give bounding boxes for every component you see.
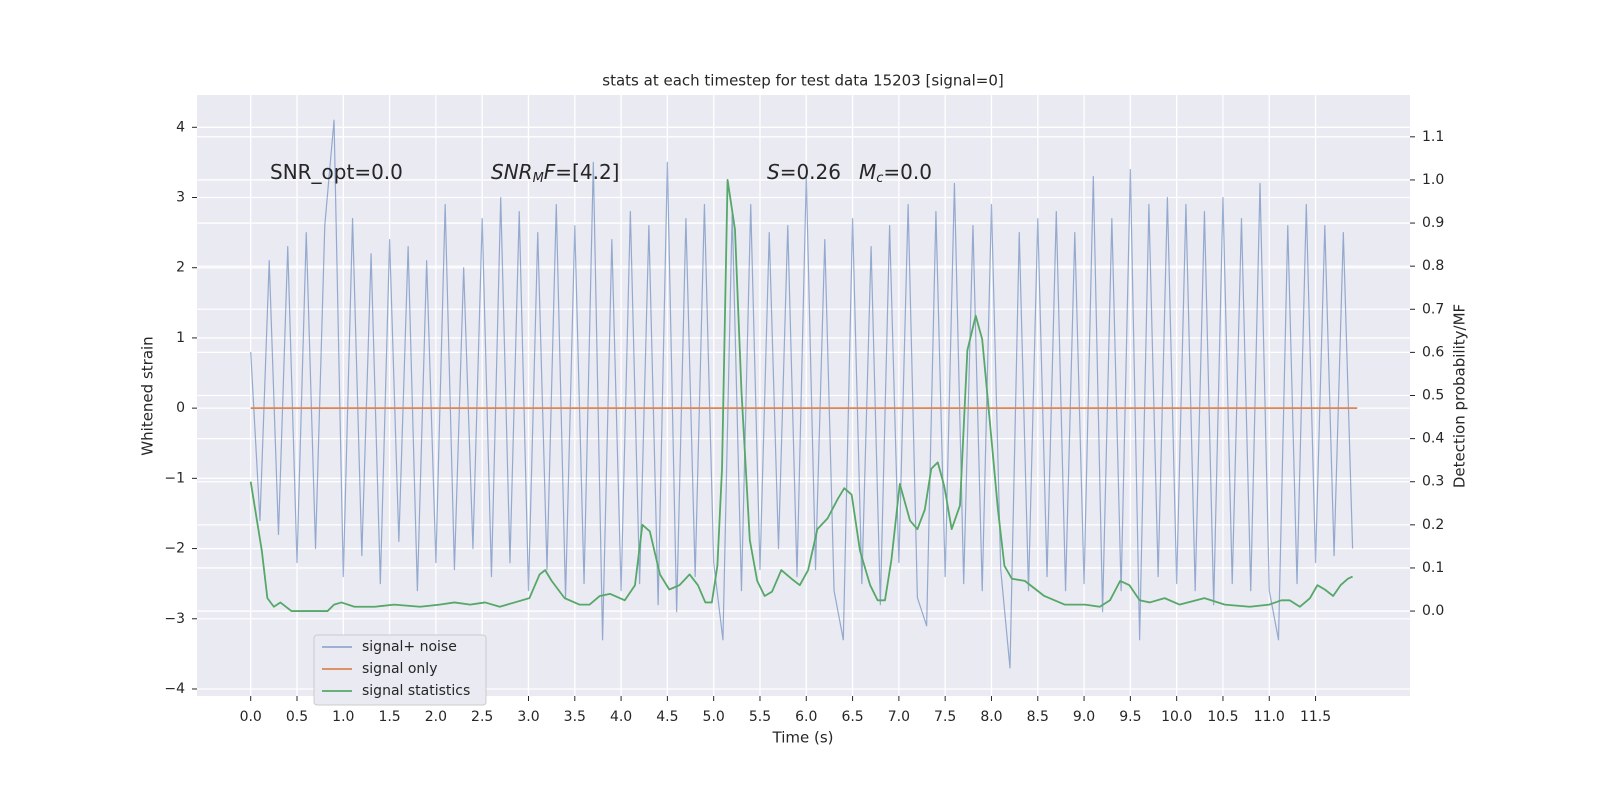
y2-tick-label: 0.1 xyxy=(1422,560,1444,576)
y2-tick-label: 0.5 xyxy=(1422,388,1444,404)
annotation-part: =0.26 xyxy=(780,160,841,184)
y2-tick-label: 0.2 xyxy=(1422,517,1444,533)
x-tick-label: 7.0 xyxy=(888,709,910,725)
legend-label: signal only xyxy=(362,661,437,677)
x-tick-label: 10.5 xyxy=(1207,709,1238,725)
y-tick-label: 4 xyxy=(176,119,185,135)
y2-tick-label: 0.7 xyxy=(1422,301,1444,317)
y-tick-label: −2 xyxy=(164,541,185,557)
x-tick-label: 3.5 xyxy=(564,709,586,725)
y2-tick-label: 0.3 xyxy=(1422,474,1444,490)
y2-tick-label: 1.1 xyxy=(1422,129,1444,145)
annotation-part: SNR xyxy=(491,160,533,184)
annotation: SNR_opt=0.0 xyxy=(270,160,403,184)
y-tick-label: −1 xyxy=(164,470,185,486)
y2-tick-label: 0.8 xyxy=(1422,258,1444,274)
x-tick-label: 9.5 xyxy=(1119,709,1141,725)
y2-tick-label: 0.0 xyxy=(1422,603,1444,619)
annotation-part: M xyxy=(533,171,544,186)
annotation: SNRMF=[4.2] xyxy=(491,160,619,186)
y-tick-label: −4 xyxy=(164,681,185,697)
y2-tick-label: 1.0 xyxy=(1422,172,1444,188)
y-tick-label: 2 xyxy=(176,260,185,276)
x-tick-label: 11.5 xyxy=(1300,709,1331,725)
chart-title: stats at each timestep for test data 152… xyxy=(602,72,1003,90)
annotation-part: SNR_opt=0.0 xyxy=(270,160,403,184)
x-tick-label: 2.0 xyxy=(425,709,447,725)
x-tick-label: 10.0 xyxy=(1161,709,1192,725)
y-tick-label: 1 xyxy=(176,330,185,346)
x-tick-label: 6.5 xyxy=(841,709,863,725)
x-tick-label: 5.5 xyxy=(749,709,771,725)
x-tick-label: 2.5 xyxy=(471,709,493,725)
x-axis-label: Time (s) xyxy=(772,729,834,747)
x-tick-label: 7.5 xyxy=(934,709,956,725)
y2-tick-label: 0.4 xyxy=(1422,431,1444,447)
x-tick-label: 8.5 xyxy=(1027,709,1049,725)
x-tick-label: 1.0 xyxy=(332,709,354,725)
x-tick-label: 0.5 xyxy=(286,709,308,725)
legend: signal+ noise signal only signal statistic… xyxy=(313,634,487,706)
y2-tick-label: 0.9 xyxy=(1422,215,1444,231)
x-tick-label: 4.5 xyxy=(656,709,678,725)
x-tick-label: 8.0 xyxy=(980,709,1002,725)
y-axis-label: Whitened strain xyxy=(139,336,157,455)
annotation-part: M xyxy=(859,160,876,184)
annotation-part: S xyxy=(767,160,780,184)
annotation: S=0.26 xyxy=(767,160,841,184)
annotation-part: c xyxy=(876,171,883,186)
annotation-part: F xyxy=(544,160,556,184)
x-tick-label: 5.0 xyxy=(703,709,725,725)
legend-label: signal statistics xyxy=(362,683,470,699)
x-tick-label: 4.0 xyxy=(610,709,632,725)
x-tick-label: 3.0 xyxy=(517,709,539,725)
annotation-part: =[4.2] xyxy=(555,160,619,184)
annotation-part: =0.0 xyxy=(883,160,932,184)
x-tick-label: 1.5 xyxy=(378,709,400,725)
series-line xyxy=(249,179,1353,612)
legend-label: signal+ noise xyxy=(362,639,457,655)
y-tick-label: −3 xyxy=(164,611,185,627)
y-tick-label: 0 xyxy=(176,400,185,416)
y2-tick-label: 0.6 xyxy=(1422,344,1444,360)
x-tick-label: 9.0 xyxy=(1073,709,1095,725)
x-tick-label: 0.0 xyxy=(240,709,262,725)
series-line xyxy=(250,119,1354,669)
annotation: Mc=0.0 xyxy=(859,160,932,186)
y-tick-label: 3 xyxy=(176,190,185,206)
x-tick-label: 6.0 xyxy=(795,709,817,725)
x-tick-label: 11.0 xyxy=(1254,709,1285,725)
legend-box xyxy=(313,634,487,706)
y2-axis-label: Detection probability/MF xyxy=(1451,304,1469,488)
